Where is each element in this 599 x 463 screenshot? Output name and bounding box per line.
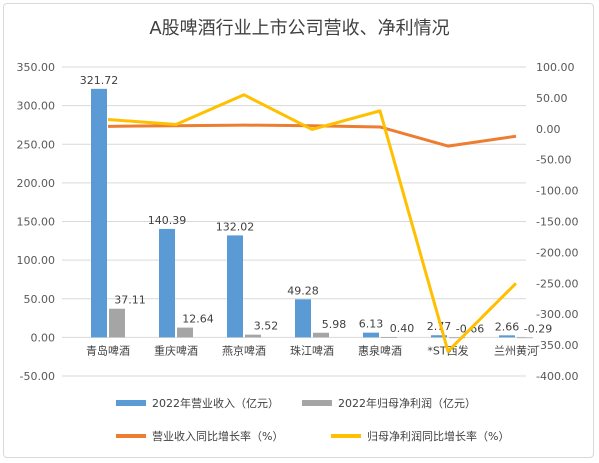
bar-revenue	[431, 335, 447, 338]
data-label-profit: -0.29	[524, 322, 552, 335]
x-category-label: 珠江啤酒	[290, 343, 334, 357]
legend-profit: 2022年归母净利润（亿元）	[302, 395, 476, 411]
legend-label-revenue-yoy: 营业收入同比增长率（%）	[152, 430, 284, 443]
y-left-tick-label: 300.00	[17, 100, 56, 113]
y-left-tick-label: 150.00	[17, 216, 56, 229]
bar-revenue	[295, 299, 311, 338]
chart-title: A股啤酒行业上市公司营收、净利情况	[149, 18, 450, 39]
legend-label-profit: 2022年归母净利润（亿元）	[338, 397, 476, 410]
y-left-tick-label: 0.00	[31, 331, 56, 344]
data-label-profit: 5.98	[322, 318, 347, 331]
y-left-tick-label: -50.00	[20, 370, 55, 383]
data-label-revenue: 49.28	[287, 284, 319, 297]
data-label-revenue: 132.02	[216, 220, 255, 233]
legend-swatch-profit	[302, 400, 332, 406]
y-left-tick-label: 250.00	[17, 138, 56, 151]
y-right-tick-label: -200.00	[536, 246, 578, 259]
y-left-tick-label: 200.00	[17, 177, 56, 190]
bar-profit	[109, 308, 125, 338]
y-right-tick-label: -350.00	[536, 339, 578, 352]
x-category-label: 青岛啤酒	[86, 343, 130, 357]
y-left-tick-label: 50.00	[24, 293, 56, 306]
legend-swatch-profit-yoy	[331, 434, 361, 438]
bar-profit	[177, 327, 193, 338]
data-label-profit: 37.11	[114, 294, 146, 307]
legend-swatch-revenue-yoy	[116, 434, 146, 438]
data-label-revenue: 2.66	[495, 320, 520, 333]
data-label-profit: 0.40	[390, 322, 415, 335]
bar-revenue	[499, 335, 515, 338]
y-right-tick-label: -250.00	[536, 277, 578, 290]
y-right-tick-label: 0.00	[536, 123, 561, 136]
bar-profit	[517, 337, 533, 339]
bar-revenue	[227, 235, 243, 338]
data-label-profit: 3.52	[254, 320, 279, 333]
legend-revenue: 2022年营业收入（亿元）	[116, 395, 279, 411]
y-left-tick-label: 350.00	[17, 61, 56, 74]
data-label-revenue: 140.39	[148, 214, 187, 227]
x-category-label: 重庆啤酒	[154, 343, 198, 357]
y-right-tick-label: -400.00	[536, 370, 578, 383]
data-label-revenue: 2.77	[427, 320, 452, 333]
x-category-label: 兰州黄河	[494, 343, 538, 357]
legend-swatch-revenue	[116, 400, 146, 406]
y-right-tick-label: 50.00	[536, 92, 568, 105]
bar-profit	[245, 334, 261, 338]
x-category-label: 惠泉啤酒	[358, 343, 402, 357]
line-profit-yoy	[107, 93, 518, 353]
bar-revenue	[159, 228, 175, 338]
y-right-tick-label: -300.00	[536, 308, 578, 321]
data-label-revenue: 6.13	[359, 318, 384, 331]
chart-frame	[3, 3, 594, 458]
x-category-label: 燕京啤酒	[222, 343, 266, 357]
bar-revenue	[91, 88, 107, 338]
legend-label-profit-yoy: 归母净利润同比增长率（%）	[367, 430, 510, 443]
y-right-tick-label: -150.00	[536, 216, 578, 229]
bar-profit	[449, 337, 465, 339]
data-label-revenue: 321.72	[80, 74, 119, 87]
y-right-tick-label: -100.00	[536, 185, 578, 198]
y-right-tick-label: 100.00	[536, 61, 575, 74]
data-label-profit: 12.64	[182, 313, 214, 326]
y-right-tick-label: -50.00	[536, 154, 571, 167]
y-left-tick-label: 100.00	[17, 254, 56, 267]
bar-revenue	[363, 332, 379, 338]
legend-revenue-yoy: 营业收入同比增长率（%）	[116, 428, 283, 444]
legend-profit-yoy: 归母净利润同比增长率（%）	[331, 428, 509, 444]
legend-label-revenue: 2022年营业收入（亿元）	[152, 397, 279, 410]
bar-profit	[381, 337, 397, 338]
bar-profit	[313, 332, 329, 338]
